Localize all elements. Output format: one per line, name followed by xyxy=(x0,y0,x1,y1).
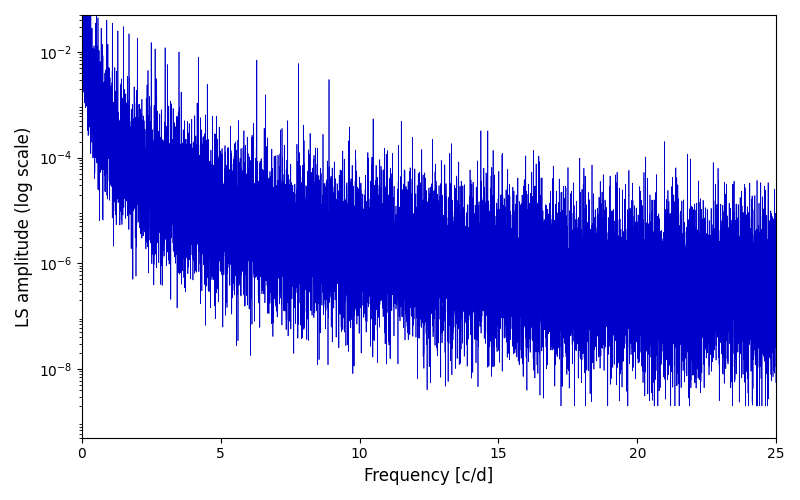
X-axis label: Frequency [c/d]: Frequency [c/d] xyxy=(364,467,494,485)
Y-axis label: LS amplitude (log scale): LS amplitude (log scale) xyxy=(15,126,33,326)
